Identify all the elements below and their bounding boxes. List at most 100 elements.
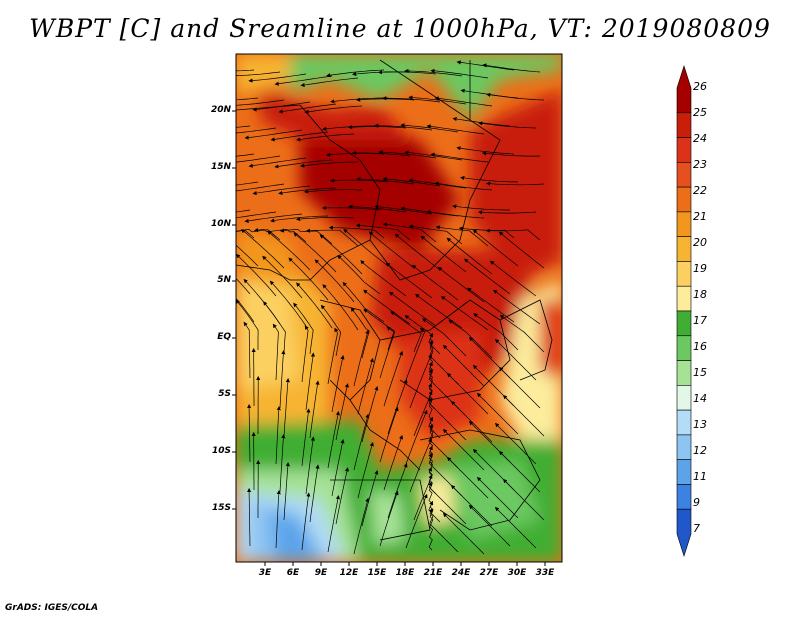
streamline [463, 258, 511, 295]
colorbar-label: 23 [693, 158, 707, 171]
streamline [405, 327, 426, 381]
streamline [236, 97, 259, 101]
lon-label: 24E [451, 568, 471, 578]
streamline [409, 354, 432, 409]
colorbar-swatch [676, 137, 692, 163]
streamline [236, 71, 281, 76]
streamline [476, 392, 519, 435]
streamline [240, 228, 285, 269]
colorbar-swatch [676, 360, 692, 386]
streamline [446, 372, 489, 415]
streamline [482, 151, 541, 157]
colorbar-swatch [676, 112, 692, 138]
streamline [320, 304, 342, 357]
colorbar-swatch [676, 310, 692, 337]
streamline [499, 314, 545, 353]
lat-label: 5S [218, 389, 231, 399]
colorbar-swatch [676, 162, 692, 188]
streamline [379, 490, 399, 547]
colorbar-label: 18 [693, 288, 707, 301]
streamline [335, 467, 349, 525]
streamline [243, 321, 251, 379]
streamline [327, 494, 340, 553]
streamline [293, 232, 337, 273]
streamline [236, 277, 251, 295]
colorbar-label: 9 [693, 496, 700, 509]
streamline [440, 295, 489, 331]
streamline [262, 255, 303, 299]
streamline [363, 289, 411, 325]
colorbar-swatch [676, 261, 692, 287]
lat-label: 10S [211, 446, 231, 456]
lat-label: EQ [217, 332, 231, 342]
streamline [368, 231, 415, 269]
streamline [331, 355, 345, 413]
lon-label: 21E [423, 568, 443, 578]
streamline [248, 157, 307, 168]
streamline [383, 434, 403, 491]
colorbar-label: 7 [693, 522, 700, 535]
streamline [301, 408, 311, 467]
streamline [353, 497, 370, 555]
streamline [275, 406, 281, 465]
streamline [379, 326, 396, 379]
lon-label: 9E [314, 568, 328, 578]
streamline [357, 357, 374, 415]
streamline [428, 390, 441, 439]
colorbar-label: 26 [693, 80, 707, 93]
streamline [353, 413, 370, 471]
colorbar-label: 17 [693, 314, 707, 327]
streamline [430, 152, 489, 163]
streamline [305, 352, 316, 411]
colorbar-swatch [676, 434, 692, 460]
streamline [304, 189, 363, 194]
streamline [442, 512, 485, 555]
streamline [236, 155, 281, 163]
streamline [394, 233, 441, 271]
lat-label: 20N [210, 105, 231, 115]
streamline [304, 105, 363, 114]
streamline [460, 175, 519, 183]
colorbar-swatch [676, 186, 692, 213]
streamline [236, 125, 251, 128]
streamline [309, 464, 320, 523]
lat-label: 15N [210, 162, 231, 172]
streamline [279, 350, 286, 409]
streamline [486, 92, 545, 101]
streamline [494, 338, 537, 381]
streamline [331, 439, 345, 497]
streamline [478, 121, 537, 129]
streamline [337, 254, 381, 295]
colorbar-swatch [676, 211, 692, 237]
lon-label: 3E [258, 568, 272, 578]
colorbar-label: 24 [693, 132, 707, 145]
wbpt-field [236, 54, 562, 562]
streamline [269, 280, 307, 327]
streamline [405, 409, 428, 465]
streamline [502, 394, 545, 437]
streamlines [236, 60, 545, 555]
streamline [263, 301, 286, 353]
lat-label: 5N [217, 275, 231, 285]
streamline [467, 287, 515, 323]
lon-label: 30E [507, 568, 527, 578]
streamline [236, 127, 277, 134]
streamline [498, 231, 545, 269]
streamline [422, 318, 467, 357]
streamline [502, 478, 545, 521]
colorbar-swatch [676, 285, 692, 312]
colorbar-swatch [676, 335, 692, 361]
colorbar-label: 15 [693, 366, 707, 379]
colorbar-label: 13 [693, 418, 707, 431]
colorbar-label: 11 [693, 470, 707, 483]
streamline [327, 410, 340, 469]
streamline [434, 96, 493, 107]
streamline [385, 262, 433, 299]
lat-label: 15S [211, 503, 231, 513]
colorbar-label: 19 [693, 262, 707, 275]
streamline [236, 229, 255, 239]
streamline [236, 69, 255, 72]
streamline [335, 383, 349, 441]
streamline [486, 181, 545, 186]
streamline [434, 181, 493, 191]
